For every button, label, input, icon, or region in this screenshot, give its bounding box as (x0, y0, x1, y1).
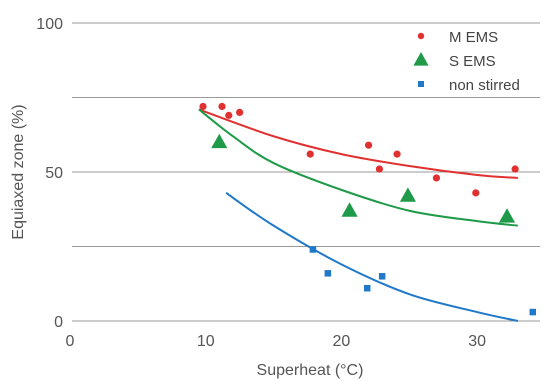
m-ems-trend-line (198, 108, 518, 179)
x-tick-label: 20 (333, 333, 351, 350)
s-ems-point (341, 202, 358, 217)
legend-marker-non-stirred (418, 81, 424, 87)
legend-label-s-ems: S EMS (449, 53, 496, 70)
non-stirred-point (324, 270, 332, 277)
legend-label-non-stirred: non stirred (449, 77, 520, 94)
trend-lines (198, 108, 519, 322)
m-ems-point (511, 165, 519, 173)
s-ems-trend-line (198, 108, 518, 227)
non-stirred-point (363, 284, 371, 292)
m-ems-point (472, 189, 480, 197)
non-stirred-point (529, 308, 537, 316)
legend-marker-s-ems (413, 52, 429, 66)
s-ems-point (399, 187, 417, 202)
non-stirred-point (309, 246, 317, 253)
y-tick-label: 50 (45, 165, 63, 182)
s-ems-point (498, 208, 516, 223)
x-tick-label: 0 (66, 333, 75, 350)
y-tick-label: 0 (54, 314, 63, 331)
m-ems-point (306, 150, 314, 158)
grid-lines (72, 22, 540, 322)
m-ems-point (393, 150, 401, 158)
legend-marker-m-ems (417, 32, 425, 40)
m-ems-point (199, 102, 207, 111)
y-tick-label: 100 (36, 16, 63, 33)
legend-label-m-ems: M EMS (449, 29, 498, 46)
data-points (199, 102, 537, 316)
m-ems-point (375, 165, 384, 173)
m-ems-point (236, 108, 244, 116)
m-ems-point (432, 174, 441, 182)
s-ems-point (211, 133, 228, 149)
legend: M EMS S EMS non stirred (413, 29, 520, 94)
m-ems-point (364, 141, 373, 149)
x-tick-label: 10 (197, 333, 215, 350)
x-tick-label: 30 (468, 333, 486, 350)
non-stirred-point (378, 273, 386, 280)
non-stirred-trend-line (225, 192, 519, 322)
m-ems-point (218, 102, 226, 111)
y-axis-title: Equiaxed zone (%) (10, 104, 27, 239)
x-axis-title: Superheat (°C) (257, 362, 364, 379)
tick-labels: 0 50 100 0 10 20 30 (36, 16, 486, 350)
m-ems-point (225, 111, 233, 119)
